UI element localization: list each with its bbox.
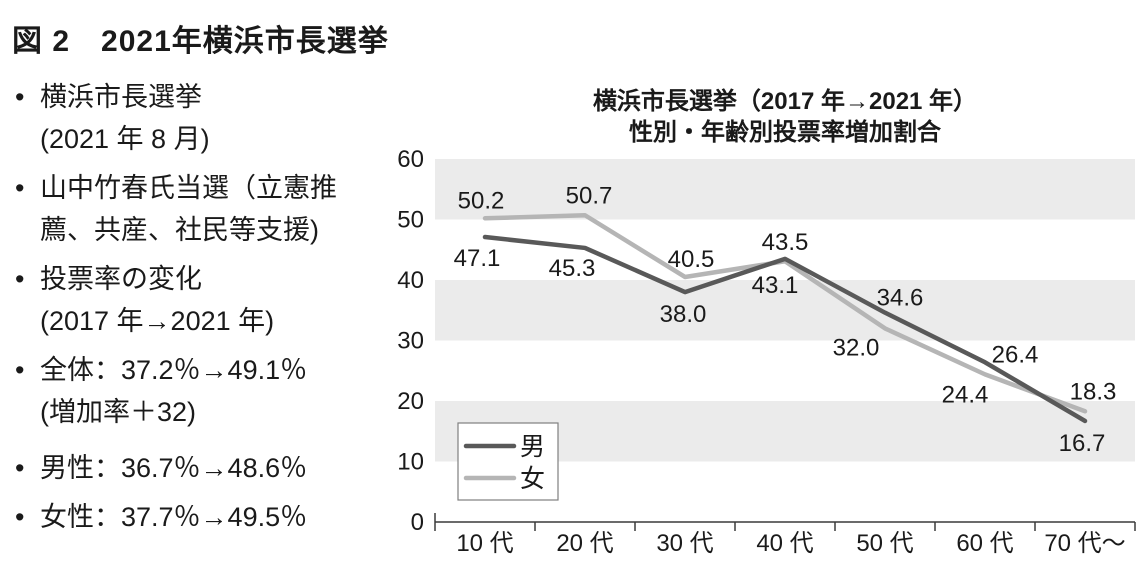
panel-bullet-overall: 全体：37.2％→49.1％ (増加率＋32) <box>12 349 428 433</box>
y-tick-label: 10 <box>397 449 424 476</box>
data-label-male: 43.5 <box>762 229 809 256</box>
legend-label-male: 男 <box>520 433 545 461</box>
panel-text: 全体：37.2％→49.1％ <box>40 355 308 385</box>
chart-title: 横浜市長選挙（2017 年→2021 年） 性別・年齢別投票率増加割合 <box>435 86 1135 148</box>
panel-bullet-turnout-change: 投票率の変化 (2017 年→2021 年) <box>12 258 428 342</box>
y-tick-label: 30 <box>397 328 424 355</box>
panel-text: 投票率の変化 <box>40 264 202 294</box>
y-tick-label: 40 <box>397 267 424 294</box>
data-label-male: 38.0 <box>660 301 707 328</box>
panel-bullet-winner: 山中竹春氏当選（立憲推 薦、共産、社民等支援) <box>12 167 428 251</box>
data-label-female: 50.2 <box>458 187 505 214</box>
series-line-male <box>482 234 1088 424</box>
plot-band <box>435 159 1135 220</box>
legend-box <box>457 422 559 501</box>
data-label-male: 16.7 <box>1059 430 1106 457</box>
y-tick-label: 60 <box>397 146 424 173</box>
x-category-label: 70 代～ <box>1044 530 1125 557</box>
panel-bullet-election: 横浜市長選挙 (2021 年 8 月) <box>12 76 428 160</box>
x-category-label: 60 代 <box>956 530 1013 557</box>
panel-text: (増加率＋32) <box>40 397 197 427</box>
chart-title-line2: 性別・年齢別投票率増加割合 <box>629 119 941 146</box>
y-tick-label: 20 <box>397 388 424 415</box>
panel-text: 横浜市長選挙 <box>40 82 202 112</box>
y-tick-label: 0 <box>411 509 424 536</box>
data-label-female: 43.1 <box>752 272 799 299</box>
panel-text: (2021 年 8 月) <box>40 124 210 154</box>
legend-label-female: 女 <box>520 465 545 493</box>
figure-title: 図 2 2021年横浜市長選挙 <box>12 25 389 58</box>
data-label-female: 50.7 <box>566 182 613 209</box>
x-category-label: 30 代 <box>656 530 713 557</box>
data-label-male: 45.3 <box>549 255 596 282</box>
panel-text: 薦、共産、社民等支援) <box>40 215 319 245</box>
panel-text: 山中竹春氏当選（立憲推 <box>40 173 337 203</box>
plot-band <box>435 280 1135 341</box>
x-category-label: 20 代 <box>556 530 613 557</box>
data-label-male: 34.6 <box>877 285 924 312</box>
x-category-label: 10 代 <box>456 530 513 557</box>
data-label-male: 47.1 <box>454 245 501 272</box>
panel-bullet-male: 男性：36.7％→48.6％ <box>12 447 428 489</box>
data-label-male: 26.4 <box>992 341 1039 368</box>
x-category-label: 50 代 <box>856 530 913 557</box>
panel-text: (2017 年→2021 年) <box>40 306 275 336</box>
chart-title-line1: 横浜市長選挙（2017 年→2021 年） <box>592 88 978 115</box>
summary-panel: 横浜市長選挙 (2021 年 8 月) 山中竹春氏当選（立憲推 薦、共産、社民等… <box>12 76 428 545</box>
y-tick-label: 50 <box>397 207 424 234</box>
panel-text: 女性：37.7％→49.5％ <box>40 502 308 532</box>
data-label-female: 24.4 <box>942 381 989 408</box>
data-label-female: 32.0 <box>833 334 880 361</box>
x-category-label: 40 代 <box>756 530 813 557</box>
panel-bullet-female: 女性：37.7％→49.5％ <box>12 496 428 538</box>
panel-text: 男性：36.7％→48.6％ <box>40 453 308 483</box>
data-label-female: 18.3 <box>1070 378 1117 405</box>
data-label-female: 40.5 <box>668 246 715 273</box>
